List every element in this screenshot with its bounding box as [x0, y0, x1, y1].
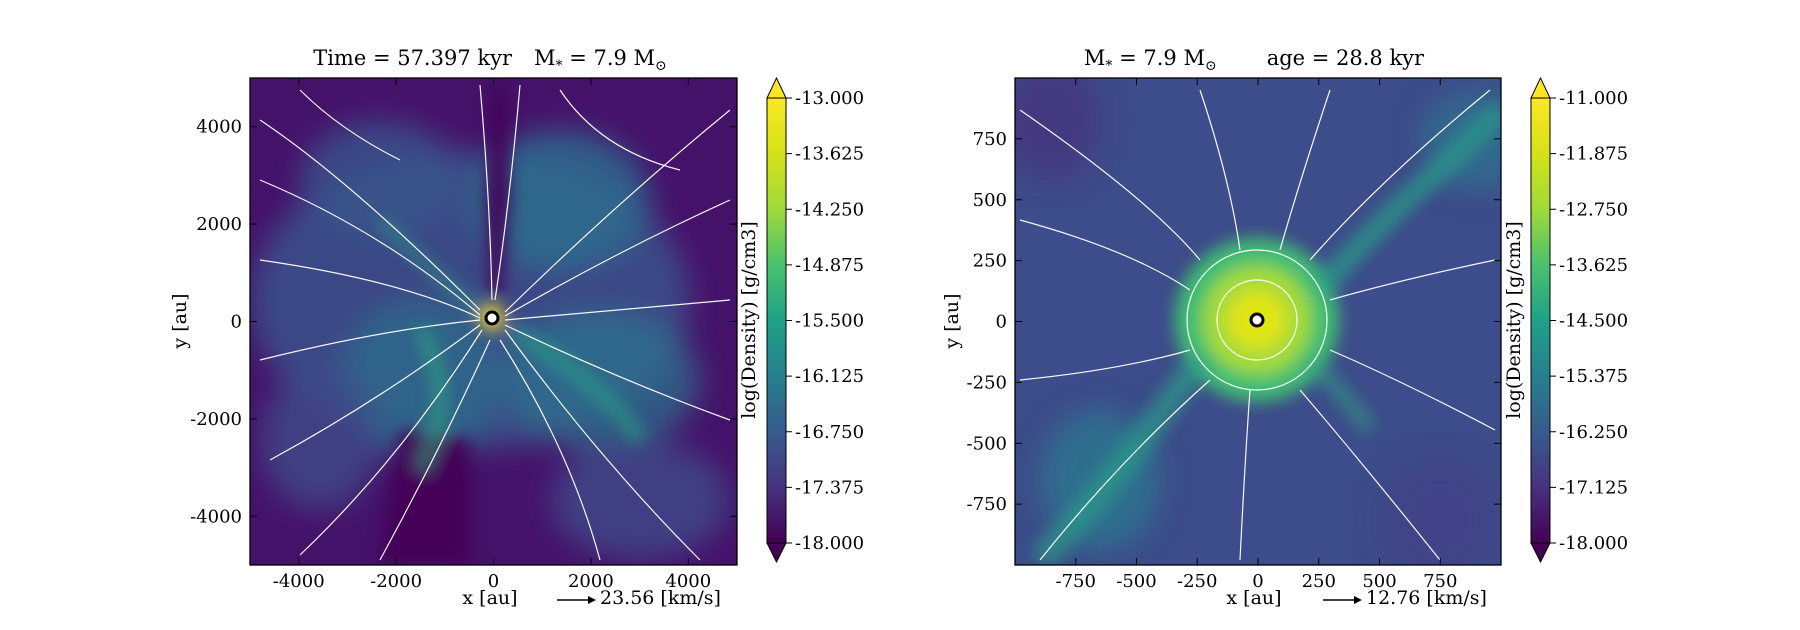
- left-ytick-label: -2000: [190, 409, 242, 430]
- left-colorbar-ticks: -13.000 -13.625 -14.250 -14.875 -15.500 -16.1…: [786, 88, 864, 554]
- right-ytick-label: 250: [973, 251, 1007, 272]
- right-colorbar-tick-label: -14.500: [1559, 311, 1628, 332]
- right-colorbar-tick-label: -15.375: [1559, 366, 1628, 387]
- right-xlabel: x [au]: [1226, 587, 1281, 609]
- left-colorbar-tick-label: -16.750: [795, 422, 864, 443]
- left-xtick-label: 4000: [665, 571, 711, 592]
- right-density-map: [1015, 78, 1501, 565]
- left-xtick-label: -4000: [273, 571, 325, 592]
- left-colorbar: -13.000 -13.625 -14.250 -14.875 -15.500 -16.1…: [738, 76, 864, 564]
- left-colorbar-tick-label: -16.125: [795, 366, 864, 387]
- right-colorbar-tick-label: -17.125: [1559, 477, 1628, 498]
- left-xtick-label: 2000: [568, 571, 614, 592]
- right-xtick-label: -750: [1056, 571, 1096, 592]
- left-streamlines: [259, 84, 731, 561]
- left-ylabel: y [au]: [169, 293, 191, 349]
- left-colorbar-tick-label: -14.875: [795, 255, 864, 276]
- right-ytick-label: 500: [973, 190, 1007, 211]
- left-velocity-key: 23.56 [km/s]: [557, 587, 721, 609]
- left-xtick-label: -2000: [370, 571, 422, 592]
- right-colorbar-ticks: -11.000 -11.875 -12.750 -13.625 -14.500 -15.3…: [1550, 88, 1628, 554]
- right-title-age: age = 28.8 kyr: [1267, 46, 1425, 70]
- right-colorbar: -11.000 -11.875 -12.750 -13.625 -14.500 -15.3…: [1503, 76, 1628, 564]
- right-ytick-label: -500: [967, 433, 1007, 454]
- right-colorbar-tick-label: -12.750: [1559, 199, 1628, 220]
- left-colorbar-tick-label: -17.375: [795, 477, 864, 498]
- left-x-ticks: -4000 -2000 0 2000 4000: [273, 78, 711, 592]
- left-y-ticks: -4000 -2000 0 2000 4000: [190, 117, 737, 527]
- right-ytick-label: 0: [996, 312, 1007, 333]
- right-xtick-label: 750: [1423, 571, 1457, 592]
- left-density-map: [250, 78, 737, 565]
- right-star: [1249, 312, 1265, 328]
- right-velocity-key: 12.76 [km/s]: [1323, 587, 1487, 609]
- left-velocity-key-text: 23.56 [km/s]: [600, 587, 721, 609]
- left-colorbar-tick-label: -15.500: [795, 311, 864, 332]
- right-ylabel: y [au]: [941, 293, 963, 349]
- right-xtick-label: -250: [1177, 571, 1217, 592]
- right-xtick-label: -500: [1116, 571, 1156, 592]
- left-ytick-label: 2000: [196, 214, 242, 235]
- left-title: Time = 57.397 kyr M* = 7.9 M⊙: [313, 46, 667, 74]
- left-ytick-label: 0: [231, 312, 242, 333]
- right-x-ticks: -750 -500 -250 0 250 500 750: [1056, 78, 1457, 592]
- right-xtick-label: 250: [1302, 571, 1336, 592]
- right-y-ticks: -750 -500 -250 0 250 500 750: [967, 129, 1501, 515]
- left-colorbar-label: log(Density) [g/cm3]: [738, 221, 760, 419]
- left-xtick-label: 0: [488, 571, 499, 592]
- left-title-time: Time = 57.397 kyr: [313, 46, 513, 70]
- left-colorbar-tick-label: -14.250: [795, 199, 864, 220]
- left-xlabel: x [au]: [462, 587, 517, 609]
- left-colorbar-tick-label: -13.625: [795, 144, 864, 165]
- left-panel: Time = 57.397 kyr M* = 7.9 M⊙: [169, 46, 864, 609]
- right-ytick-label: -250: [967, 372, 1007, 393]
- right-streamlines: [1019, 89, 1496, 561]
- right-colorbar-tick-label: -18.000: [1559, 533, 1628, 554]
- right-xtick-label: 0: [1252, 571, 1263, 592]
- right-colorbar-tick-label: -13.625: [1559, 255, 1628, 276]
- left-ytick-label: -4000: [190, 506, 242, 527]
- right-ytick-label: 750: [973, 129, 1007, 150]
- right-xtick-label: 500: [1362, 571, 1396, 592]
- right-colorbar-tick-label: -11.875: [1559, 144, 1628, 165]
- left-star: [484, 310, 500, 326]
- right-ytick-label: -750: [967, 494, 1007, 515]
- right-panel: M* = 7.9 M⊙ age = 28.8 kyr: [941, 46, 1628, 609]
- left-ytick-label: 4000: [196, 117, 242, 138]
- right-colorbar-label: log(Density) [g/cm3]: [1503, 221, 1525, 419]
- right-title: M* = 7.9 M⊙ age = 28.8 kyr: [1084, 46, 1425, 74]
- right-velocity-key-text: 12.76 [km/s]: [1366, 587, 1487, 609]
- right-colorbar-tick-label: -11.000: [1559, 88, 1628, 109]
- right-colorbar-tick-label: -16.250: [1559, 422, 1628, 443]
- left-colorbar-tick-label: -13.000: [795, 88, 864, 109]
- left-colorbar-tick-label: -18.000: [795, 533, 864, 554]
